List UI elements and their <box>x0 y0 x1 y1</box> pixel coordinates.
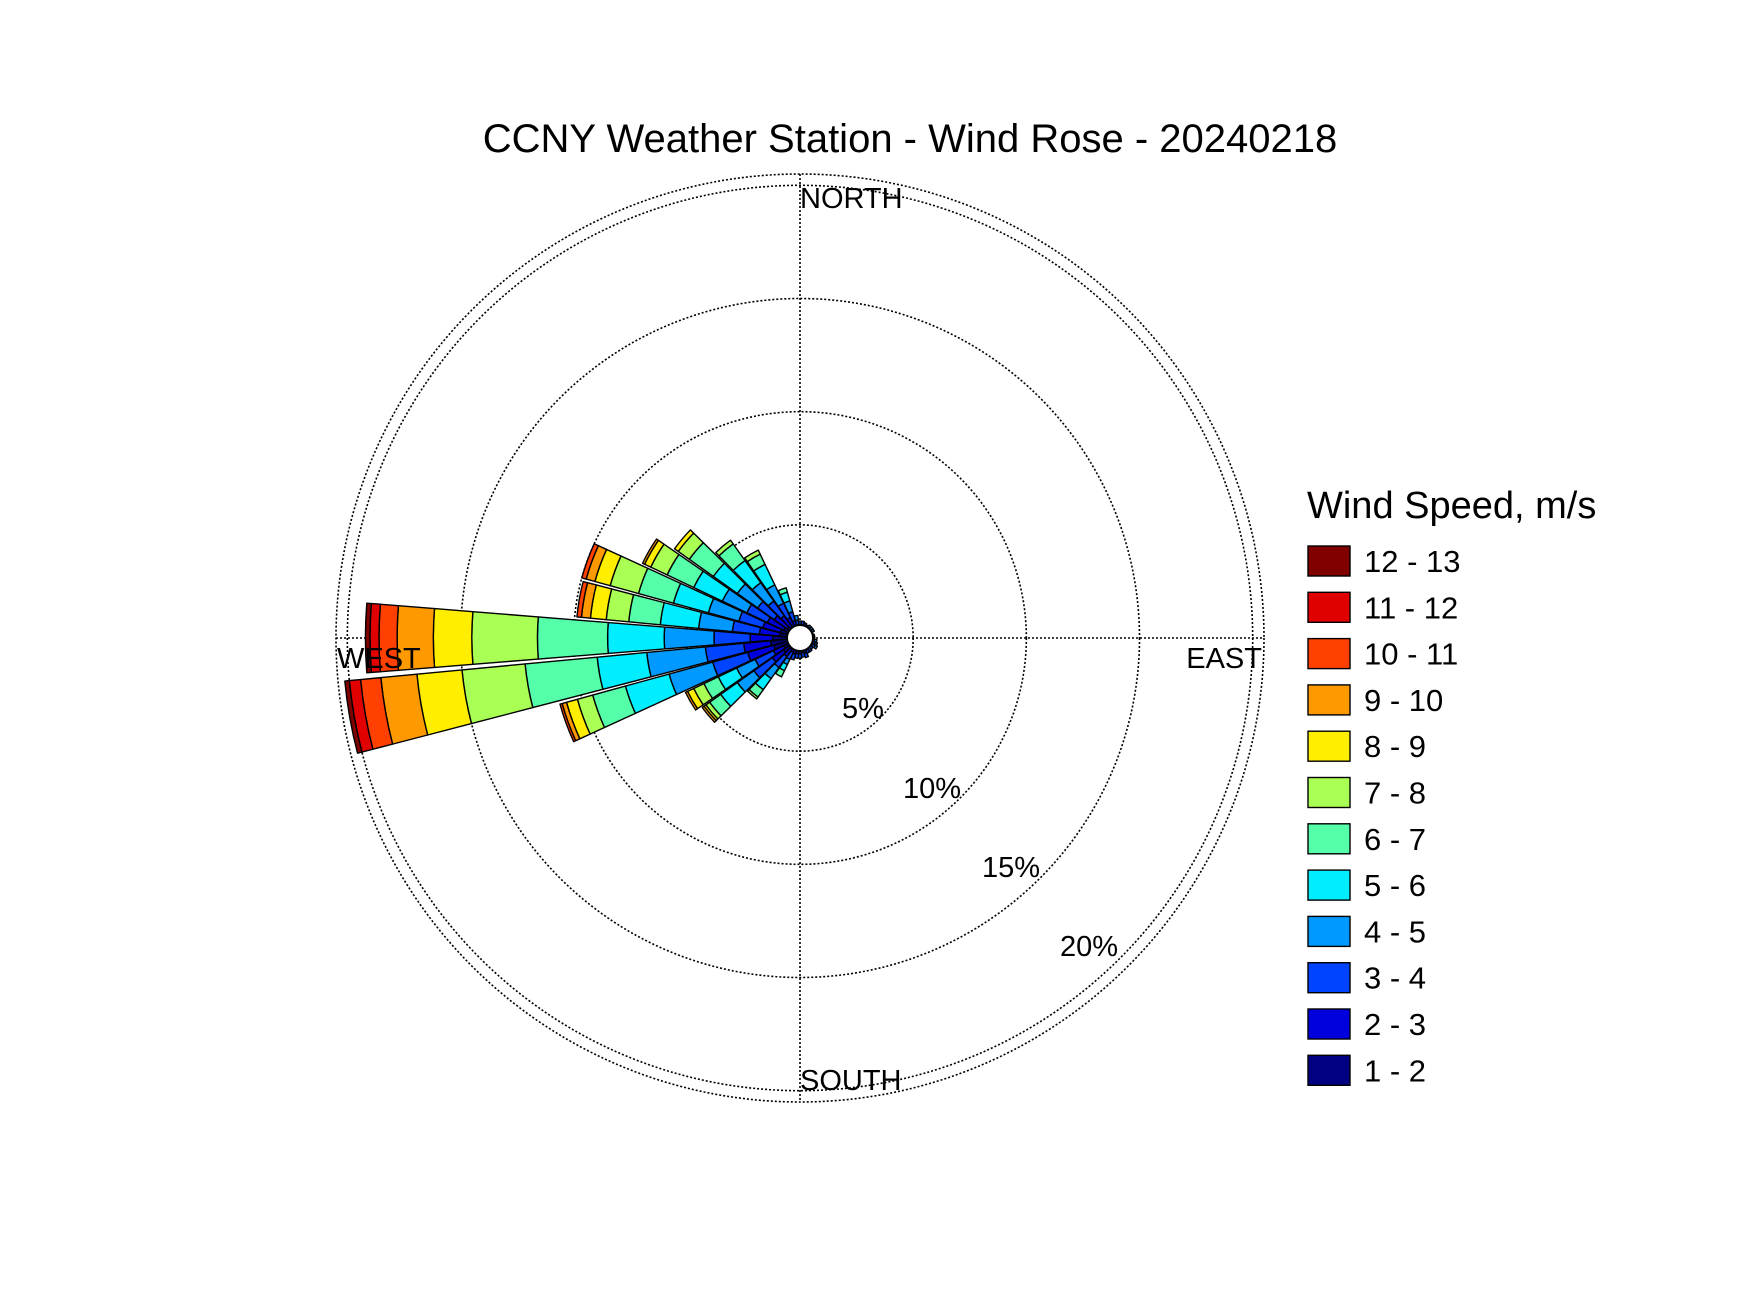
ring-label-5: 5% <box>842 693 884 725</box>
legend-title: Wind Speed, m/s <box>1307 485 1596 527</box>
direction-label-east: EAST <box>1186 643 1262 675</box>
legend-swatch-4-5 <box>1307 915 1351 948</box>
legend-swatch-9-10 <box>1307 684 1351 716</box>
legend: Wind Speed, m/s 12 - 13 11 - 12 10 - 11 9 -… <box>1307 485 1596 1088</box>
chart-title: CCNY Weather Station - Wind Rose - 20240… <box>483 117 1338 161</box>
legend-label-1-2: 1 - 2 <box>1364 1053 1426 1088</box>
legend-swatch-6-7 <box>1307 823 1351 855</box>
legend-label-3-4: 3 - 4 <box>1364 961 1426 996</box>
sector-330-bin-7-8 <box>744 549 761 563</box>
legend-label-8-9: 8 - 9 <box>1364 729 1426 764</box>
sector-270-bin-8-9 <box>432 607 474 669</box>
sector-270-bin-4-5 <box>663 626 715 650</box>
legend-swatch-7-8 <box>1307 776 1351 809</box>
legend-swatch-2-3 <box>1307 1008 1351 1040</box>
sector-230-bin-9-10 <box>701 705 717 723</box>
sector-250-bin-10-11 <box>559 702 577 743</box>
direction-label-north: NORTH <box>800 183 903 215</box>
legend-label-4-5: 4 - 5 <box>1364 914 1426 949</box>
sector-270-bin-5-6 <box>606 621 666 655</box>
direction-label-south: SOUTH <box>800 1065 902 1097</box>
direction-label-west: WEST <box>337 643 421 675</box>
ring-labels: 5% 10% 15% 20% <box>842 693 1118 963</box>
ring-label-15: 15% <box>982 852 1040 884</box>
legend-swatch-3-4 <box>1307 962 1351 994</box>
ring-label-20: 20% <box>1060 931 1118 963</box>
grid-ring-10 <box>572 410 1028 866</box>
legend-swatch-8-9 <box>1307 730 1351 762</box>
sector-340-bin-6-7 <box>777 587 789 596</box>
legend-label-9-10: 9 - 10 <box>1364 683 1443 718</box>
legend-label-2-3: 2 - 3 <box>1364 1007 1426 1042</box>
legend-swatch-5-6 <box>1307 869 1351 901</box>
legend-label-11-12: 11 - 12 <box>1364 590 1458 625</box>
legend-swatch-12-13 <box>1307 545 1351 577</box>
sector-270-bin-6-7 <box>536 616 609 660</box>
legend-swatch-10-11 <box>1307 637 1351 670</box>
sector-300-bin-9-10 <box>641 538 660 565</box>
grid-ring-15 <box>459 297 1141 979</box>
sector-240-bin-9-10 <box>684 690 699 711</box>
sector-320-bin-7-8 <box>715 539 734 557</box>
legend-label-6-7: 6 - 7 <box>1364 822 1426 857</box>
wind-sectors <box>344 529 819 754</box>
legend-swatch-11-12 <box>1307 591 1351 623</box>
legend-label-7-8: 7 - 8 <box>1364 776 1426 811</box>
sector-270-bin-12-13 <box>364 602 373 674</box>
sector-290-bin-10-11 <box>581 543 600 580</box>
legend-label-10-11: 10 - 11 <box>1364 637 1458 672</box>
legend-swatch-1-2 <box>1307 1054 1351 1087</box>
sector-280-bin-10-11 <box>576 580 589 619</box>
sector-220-bin-7-8 <box>746 688 759 700</box>
legend-label-5-6: 5 - 6 <box>1364 868 1426 903</box>
sector-310-bin-8-9 <box>673 529 695 553</box>
center-circle <box>786 624 814 652</box>
sector-260-bin-7-8 <box>461 663 534 725</box>
sector-260-bin-12-13 <box>344 679 363 754</box>
sector-270-bin-7-8 <box>471 610 539 666</box>
ring-label-10: 10% <box>903 773 961 805</box>
sector-120-bin-4-5 <box>813 644 819 650</box>
sector-350-bin-4-5 <box>793 614 799 622</box>
legend-label-12-13: 12 - 13 <box>1364 544 1461 579</box>
